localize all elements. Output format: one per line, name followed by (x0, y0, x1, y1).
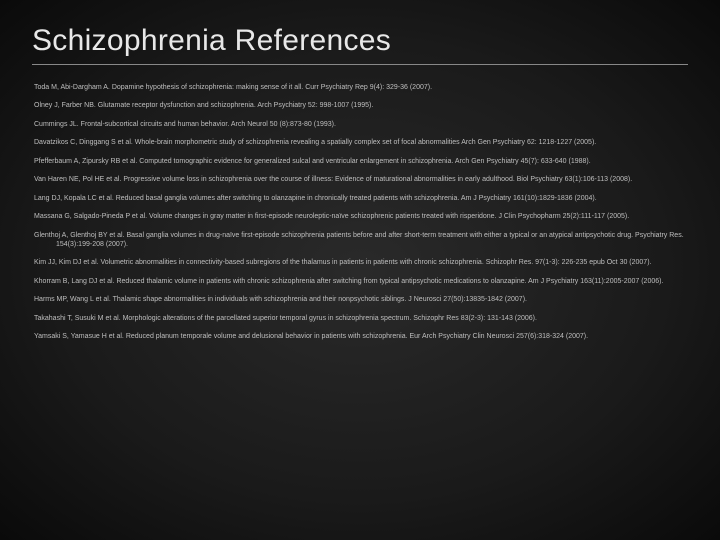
reference-item: Davatzikos C, Dinggang S et al. Whole-br… (34, 138, 688, 147)
reference-item: Olney J, Farber NB. Glutamate receptor d… (34, 101, 688, 110)
reference-item: Harms MP, Wang L et al. Thalamic shape a… (34, 295, 688, 304)
reference-item: Van Haren NE, Pol HE et al. Progressive … (34, 175, 688, 184)
reference-item: Cummings JL. Frontal-subcortical circuit… (34, 120, 688, 129)
page-title: Schizophrenia References (32, 24, 688, 58)
reference-item: Takahashi T, Susuki M et al. Morphologic… (34, 314, 688, 323)
reference-item: Yamsaki S, Yamasue H et al. Reduced plan… (34, 332, 688, 341)
reference-item: Pfefferbaum A, Zipursky RB et al. Comput… (34, 157, 688, 166)
reference-item: Toda M, Abi-Dargham A. Dopamine hypothes… (34, 83, 688, 92)
references-list: Toda M, Abi-Dargham A. Dopamine hypothes… (32, 83, 688, 342)
reference-item: Khorram B, Lang DJ et al. Reduced thalam… (34, 277, 688, 286)
title-wrap: Schizophrenia References (32, 24, 688, 65)
reference-item: Lang DJ, Kopala LC et al. Reduced basal … (34, 194, 688, 203)
reference-item: Kim JJ, Kim DJ et al. Volumetric abnorma… (34, 258, 688, 267)
slide-container: Schizophrenia References Toda M, Abi-Dar… (0, 0, 720, 540)
reference-item: Massana G, Salgado-Pineda P et al. Volum… (34, 212, 688, 221)
title-underline (32, 64, 688, 65)
reference-item: Glenthoj A, Glenthoj BY et al. Basal gan… (34, 231, 688, 250)
